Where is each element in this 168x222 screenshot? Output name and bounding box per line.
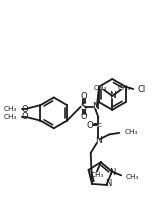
Text: N: N bbox=[105, 179, 111, 188]
Text: O: O bbox=[22, 112, 28, 121]
Text: CH₃: CH₃ bbox=[3, 106, 17, 112]
Text: N: N bbox=[92, 102, 99, 111]
Text: Cl: Cl bbox=[138, 85, 146, 94]
Text: CH₃: CH₃ bbox=[90, 172, 104, 178]
Text: CH₃: CH₃ bbox=[3, 114, 17, 120]
Text: N: N bbox=[110, 168, 116, 177]
Text: N: N bbox=[95, 136, 102, 145]
Text: CH₃: CH₃ bbox=[126, 174, 139, 180]
Text: O: O bbox=[80, 92, 87, 101]
Text: O: O bbox=[87, 121, 93, 130]
Text: CH₃: CH₃ bbox=[125, 129, 138, 135]
Text: O: O bbox=[80, 112, 87, 121]
Text: S: S bbox=[80, 102, 86, 112]
Text: N: N bbox=[109, 91, 116, 100]
Text: CH₃: CH₃ bbox=[93, 85, 107, 91]
Text: C: C bbox=[97, 123, 101, 128]
Text: O: O bbox=[22, 105, 28, 113]
Text: CH₃: CH₃ bbox=[118, 85, 131, 91]
